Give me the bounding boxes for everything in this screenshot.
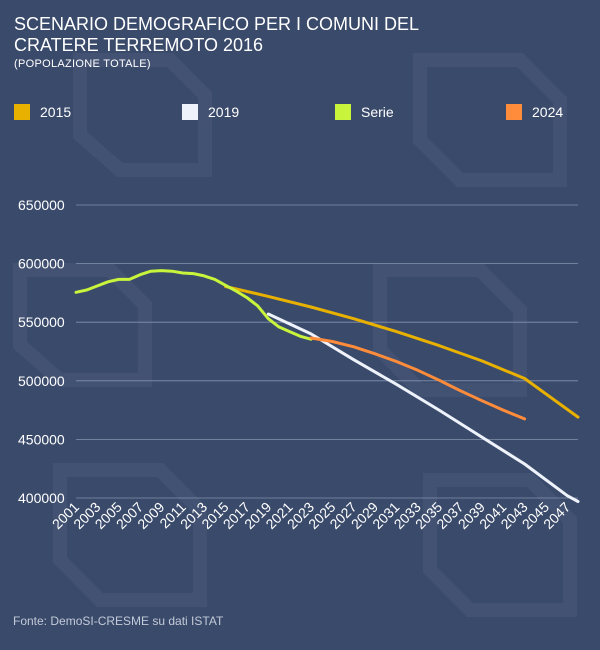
legend-item-serie[interactable]: Serie <box>335 102 394 122</box>
series-line-2024 <box>309 336 527 421</box>
chart-title: SCENARIO DEMOGRAFICO PER I COMUNI DEL CR… <box>14 14 419 55</box>
legend-swatch-2015 <box>14 104 30 120</box>
legend-label-2024: 2024 <box>532 104 564 120</box>
series-line-2019 <box>266 312 580 503</box>
source-note: Fonte: DemoSI-CRESME su dati ISTAT <box>13 614 224 628</box>
y-tick-label-400000: 400000 <box>18 490 65 506</box>
y-tick-label-650000: 650000 <box>18 197 65 213</box>
y-tick-label-550000: 550000 <box>18 314 65 330</box>
legend-swatch-2024 <box>506 104 522 120</box>
legend-swatch-2019 <box>182 104 198 120</box>
legend-item-2024[interactable]: 2024 <box>506 102 563 122</box>
series-line-serie <box>74 269 313 341</box>
legend-label-2015: 2015 <box>40 104 72 120</box>
chart-legend: 2015 2019 Serie 2024 <box>0 102 600 122</box>
chart-series <box>74 269 580 503</box>
legend-label-2019: 2019 <box>208 104 240 120</box>
y-tick-label-450000: 450000 <box>18 431 65 447</box>
series-line-2015 <box>224 285 580 419</box>
chart-subtitle: (POPOLAZIONE TOTALE) <box>14 58 151 70</box>
legend-swatch-serie <box>335 104 351 120</box>
chart-grid <box>76 204 578 499</box>
x-axis: 2001200320052007200920112013201520172019… <box>49 499 574 532</box>
y-tick-label-500000: 500000 <box>18 373 65 389</box>
legend-item-2019[interactable]: 2019 <box>182 102 239 122</box>
legend-label-serie: Serie <box>361 104 394 120</box>
y-axis: 400000 450000 500000 550000 600000 650000 <box>18 197 65 506</box>
y-tick-label-600000: 600000 <box>18 256 65 272</box>
legend-item-2015[interactable]: 2015 <box>14 102 71 122</box>
